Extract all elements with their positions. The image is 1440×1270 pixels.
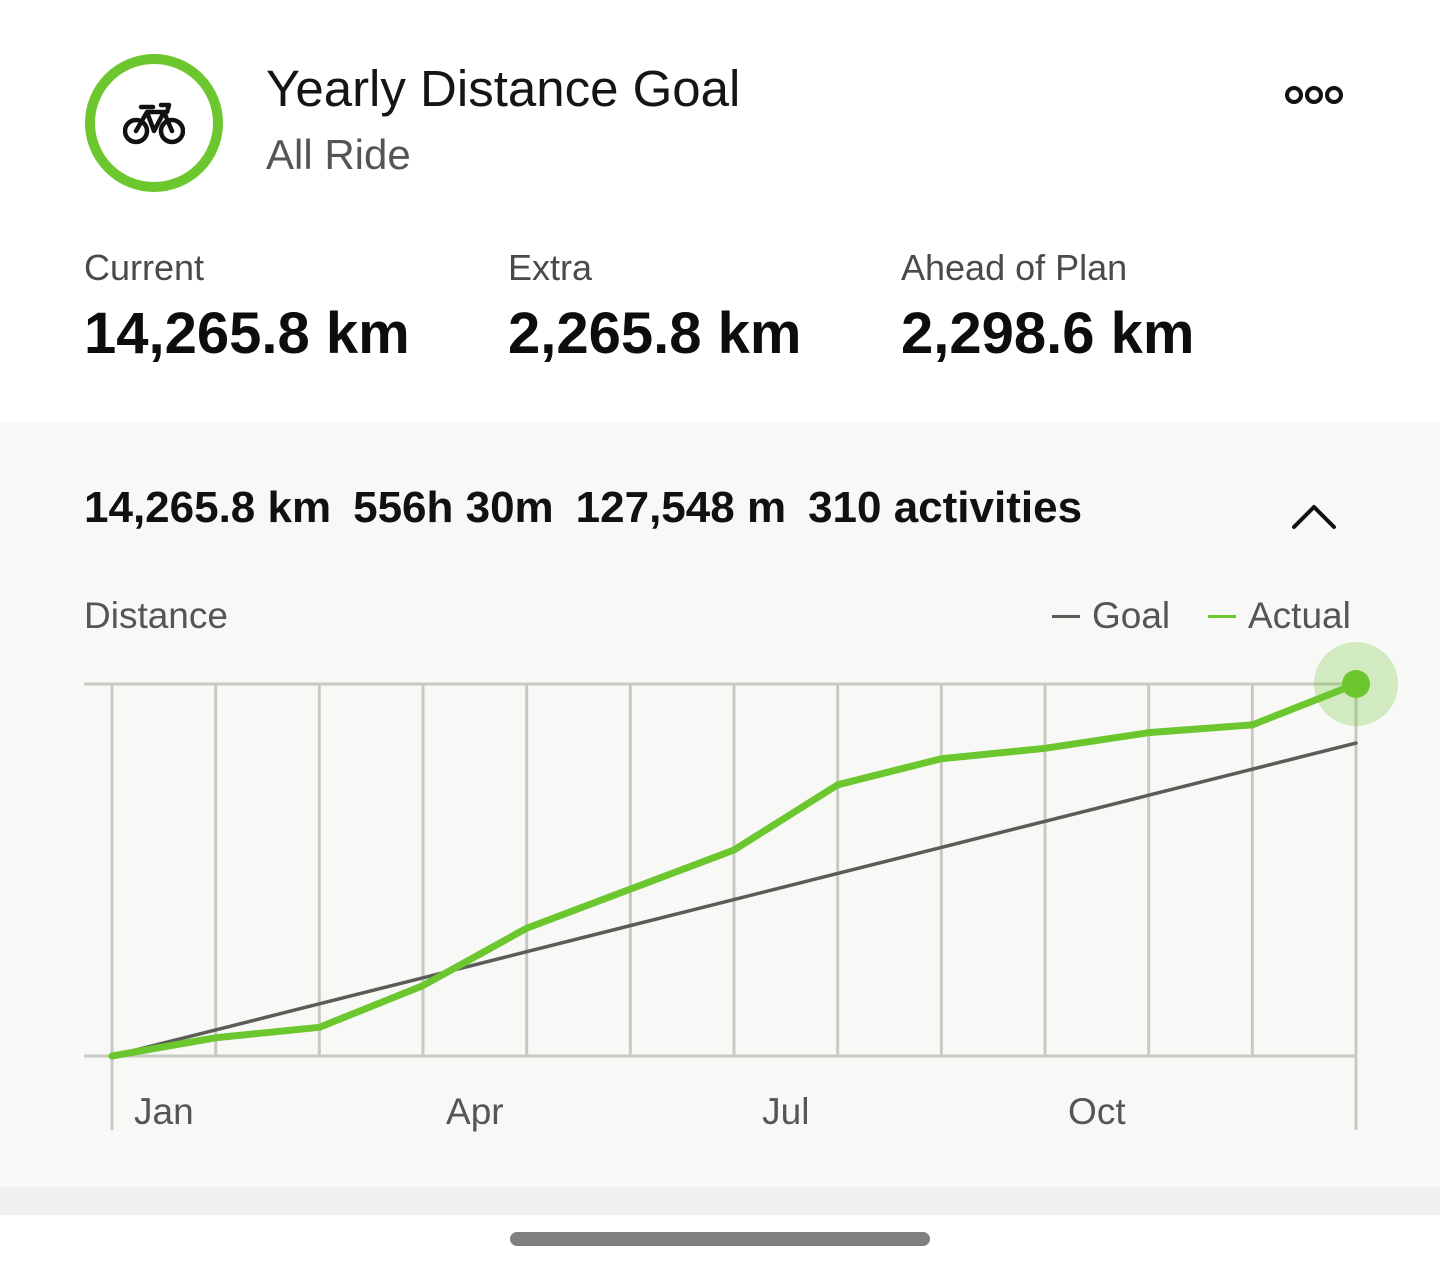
stat-ahead-label: Ahead of Plan xyxy=(901,247,1128,288)
chart-points xyxy=(1314,642,1398,726)
legend-label-actual: Actual xyxy=(1248,595,1351,636)
more-options-icon xyxy=(1285,86,1343,104)
summary-time: 556h 30m xyxy=(353,483,554,532)
summary-panel xyxy=(0,422,1440,1187)
current-point xyxy=(1342,670,1370,698)
legend-label-goal: Goal xyxy=(1092,595,1171,636)
panel-divider xyxy=(0,1187,1440,1215)
stat-extra-value: 2,265.8 km xyxy=(508,301,802,366)
chart-x-ticks: Jan Apr Jul Oct xyxy=(134,1091,1126,1132)
legend-item-goal: Goal xyxy=(1052,594,1170,638)
home-indicator[interactable] xyxy=(510,1232,930,1246)
more-options-button[interactable] xyxy=(1282,78,1346,112)
legend-swatch-goal xyxy=(1052,614,1080,618)
chart-grid xyxy=(84,682,1358,1130)
x-tick-label: Jan xyxy=(134,1091,194,1132)
stat-ahead-value: 2,298.6 km xyxy=(901,301,1195,366)
series-line-goal xyxy=(110,741,1358,1058)
stat-current-label: Current xyxy=(84,247,205,288)
summary-distance: 14,265.8 km xyxy=(84,483,332,532)
chevron-up-icon xyxy=(1292,505,1336,529)
stat-current-value: 14,265.8 km xyxy=(84,301,410,366)
chart-series xyxy=(108,680,1360,1060)
goal-title: Yearly Distance Goal xyxy=(266,60,741,117)
x-tick-label: Oct xyxy=(1068,1091,1126,1132)
summary-totals: 14,265.8 km 556h 30m 127,548 m 310 activ… xyxy=(84,480,1104,536)
goal-sport-type: All Ride xyxy=(266,131,411,178)
series-line-actual xyxy=(108,680,1360,1060)
legend-swatch-actual xyxy=(1208,614,1236,618)
x-tick-label: Jul xyxy=(762,1091,809,1132)
stat-extra-label: Extra xyxy=(508,247,593,288)
bike-icon xyxy=(123,102,185,145)
summary-elevation: 127,548 m xyxy=(575,483,787,532)
collapse-button[interactable] xyxy=(1284,494,1344,538)
summary-activities: 310 activities xyxy=(808,483,1083,532)
chart-y-label: Distance xyxy=(84,595,228,636)
legend-item-actual: Actual xyxy=(1208,594,1351,638)
goal-progress-ring xyxy=(85,54,223,192)
x-tick-label: Apr xyxy=(446,1091,504,1132)
